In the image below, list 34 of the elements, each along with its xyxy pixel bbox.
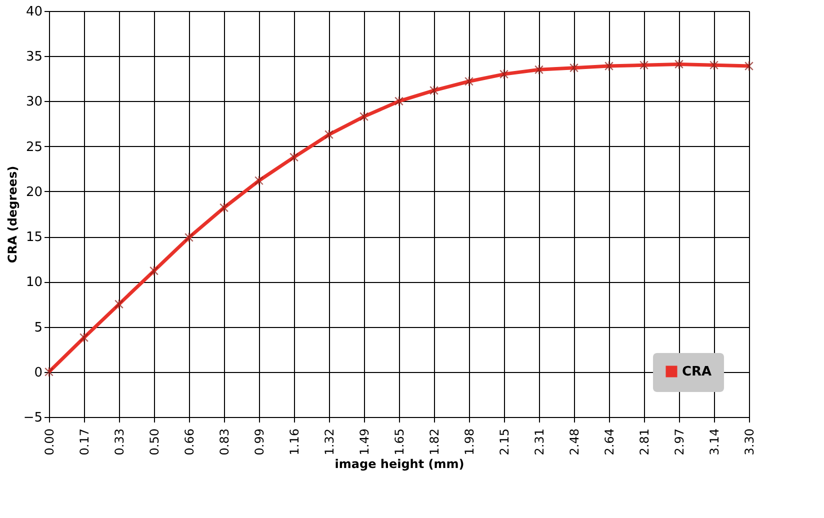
x-tick-label: 1.49 (358, 428, 372, 456)
x-tick-label: 2.48 (568, 428, 582, 456)
y-tick-label: 5 (34, 320, 42, 336)
y-tick-label: 0 (34, 365, 42, 380)
x-tick-label: 1.98 (462, 428, 476, 456)
x-tick-label: 2.81 (638, 428, 652, 456)
x-tick-label: 1.82 (428, 428, 442, 456)
x-tick-label: 0.83 (218, 428, 232, 456)
y-tick-label: 15 (26, 230, 42, 246)
y-tick-label: 40 (26, 4, 42, 20)
x-tick-label: 0.33 (112, 428, 126, 456)
y-tick-label: 10 (26, 275, 42, 290)
legend-label: CRA (682, 364, 712, 380)
y-tick-label: 25 (26, 140, 42, 155)
x-tick-label: 2.64 (602, 428, 616, 456)
y-tick-label: 35 (26, 50, 42, 65)
x-axis-title: image height (mm) (334, 457, 464, 472)
x-tick-label: 3.14 (708, 428, 722, 456)
x-tick-label: 2.97 (672, 428, 686, 456)
x-tick-label: 0.00 (42, 428, 56, 456)
x-tick-label: 1.16 (288, 428, 302, 456)
x-tick-label: 0.99 (252, 428, 266, 456)
y-tick-label: 20 (26, 184, 42, 200)
x-tick-label: 0.17 (78, 428, 92, 456)
x-tick-label: 0.50 (148, 428, 162, 456)
x-tick-label: 0.66 (182, 428, 196, 456)
y-axis-title: CRA (degrees) (5, 166, 20, 264)
x-tick-label: 2.31 (532, 428, 546, 456)
y-tick-label: −5 (23, 410, 42, 426)
x-tick-label: 1.65 (392, 428, 406, 456)
y-tick-label: 30 (26, 94, 42, 110)
x-tick-label: 2.15 (498, 428, 512, 456)
x-tick-label: 1.32 (322, 428, 336, 456)
x-tick-label: 3.30 (742, 428, 756, 456)
